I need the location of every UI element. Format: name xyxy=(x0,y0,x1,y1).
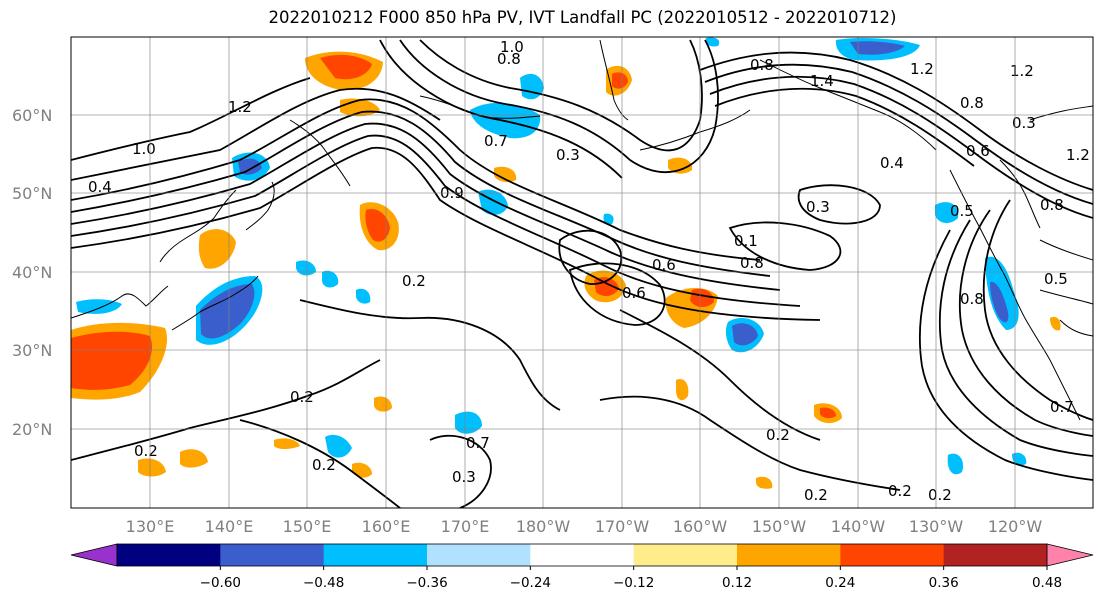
contour-label: 0.2 xyxy=(928,486,952,504)
contour-label: 1.0 xyxy=(500,38,524,56)
lat-labels: 60°N 50°N 40°N 30°N 20°N xyxy=(12,106,52,439)
lon-label: 130°E xyxy=(126,517,175,536)
lon-label: 120°W xyxy=(988,517,1043,536)
contour-label: 0.5 xyxy=(950,202,974,220)
lat-label: 20°N xyxy=(12,420,52,439)
coastlines xyxy=(71,39,1093,421)
contour-labels: 1.0 0.8 1.2 1.0 0.4 0.7 0.3 0.9 0.8 1.4 … xyxy=(88,38,1090,504)
contour-label: 1.0 xyxy=(132,140,156,158)
colorbar-cell xyxy=(633,544,738,566)
lat-label: 30°N xyxy=(12,341,52,360)
contour-label: 0.7 xyxy=(484,132,508,150)
lon-label: 150°E xyxy=(283,517,332,536)
colorbar-tick-label: 0.12 xyxy=(722,575,752,591)
shade-orange-hokkaido xyxy=(198,229,236,269)
contour-label: 0.2 xyxy=(804,486,828,504)
colorbar-frame xyxy=(116,543,1048,567)
contour-label: 1.2 xyxy=(228,98,252,116)
lat-label: 60°N xyxy=(12,106,52,125)
contour-label: 0.7 xyxy=(466,434,490,452)
contour-label: 0.2 xyxy=(888,482,912,500)
lat-label: 40°N xyxy=(12,263,52,282)
lon-label: 150°W xyxy=(752,517,807,536)
colorbar-tick-label: −0.12 xyxy=(613,575,654,591)
contour-label: 0.5 xyxy=(1044,270,1068,288)
contour-label: 0.2 xyxy=(402,272,426,290)
colorbar-tick-label: 0.24 xyxy=(825,575,855,591)
colorbar-cell xyxy=(323,544,428,566)
contour-label: 0.2 xyxy=(134,442,158,460)
colorbar-cell xyxy=(840,544,945,566)
contour-label: 0.3 xyxy=(806,198,830,216)
contour-label: 0.8 xyxy=(750,56,774,74)
contour-label: 0.3 xyxy=(1012,114,1036,132)
contour-label: 1.2 xyxy=(910,60,934,78)
contour-label: 0.2 xyxy=(290,388,314,406)
colorbar-tick-label: 0.36 xyxy=(929,575,959,591)
lon-label: 130°W xyxy=(909,517,964,536)
lon-label: 160°E xyxy=(362,517,411,536)
lon-label: 170°W xyxy=(595,517,650,536)
contour-label: 0.7 xyxy=(1050,398,1074,416)
pv-contours xyxy=(71,39,1093,508)
gridlines xyxy=(71,37,1093,508)
contour-label: 0.3 xyxy=(452,468,476,486)
contour-label: 0.3 xyxy=(556,146,580,164)
map-frame xyxy=(70,36,1094,509)
colorbar-tick-label: −0.36 xyxy=(406,575,447,591)
colorbar-cell xyxy=(530,544,635,566)
contour-label: 0.2 xyxy=(312,456,336,474)
contour-label: 0.8 xyxy=(960,94,984,112)
lon-label: 140°E xyxy=(205,517,254,536)
figure-title: 2022010212 F000 850 hPa PV, IVT Landfall… xyxy=(268,8,897,27)
contour-label: 0.4 xyxy=(880,154,904,172)
colorbar-tick-label: −0.24 xyxy=(510,575,551,591)
shade-red-east-china xyxy=(71,331,152,390)
contour-label: 0.6 xyxy=(966,142,990,160)
colorbar-cell xyxy=(220,544,325,566)
lon-label: 170°E xyxy=(441,517,490,536)
contour-label: 0.8 xyxy=(1040,196,1064,214)
shade-blue-korea xyxy=(76,299,122,314)
contour-label: 0.2 xyxy=(766,426,790,444)
colorbar-extend-left xyxy=(70,543,118,567)
contour-label: 0.6 xyxy=(622,284,646,302)
colorbar-tick-label: 0.48 xyxy=(1032,575,1062,591)
colorbar-extend-right xyxy=(1046,543,1094,567)
lon-label: 140°W xyxy=(831,517,886,536)
shade-darkblue-japan xyxy=(200,284,255,339)
contour-label: 1.4 xyxy=(810,72,834,90)
colorbar-cell xyxy=(427,544,531,566)
colorbar-cell xyxy=(943,544,1048,566)
colorbar-cell xyxy=(117,544,221,566)
lat-label: 50°N xyxy=(12,184,52,203)
contour-label: 1.2 xyxy=(1066,146,1090,164)
contour-label: 0.8 xyxy=(740,254,764,272)
colorbar-cell xyxy=(737,544,841,566)
contour-label: 0.8 xyxy=(960,290,984,308)
contour-label: 0.8 xyxy=(497,50,521,68)
contour-label: 0.1 xyxy=(734,232,758,250)
contour-label: 1.2 xyxy=(1010,62,1034,80)
contour-label: 0.4 xyxy=(88,178,112,196)
colorbar-tick-label: −0.48 xyxy=(303,575,344,591)
colorbar-tick-label: −0.60 xyxy=(200,575,241,591)
lon-labels: 130°E 140°E 150°E 160°E 170°E 180°W 170°… xyxy=(126,517,1043,536)
colorbar: −0.60 −0.48 −0.36 −0.24 −0.12 0.12 0.24 0.36 0.4… xyxy=(70,543,1094,591)
lon-label: 160°W xyxy=(673,517,728,536)
lon-label: 180°W xyxy=(516,517,571,536)
contour-label: 0.6 xyxy=(652,256,676,274)
